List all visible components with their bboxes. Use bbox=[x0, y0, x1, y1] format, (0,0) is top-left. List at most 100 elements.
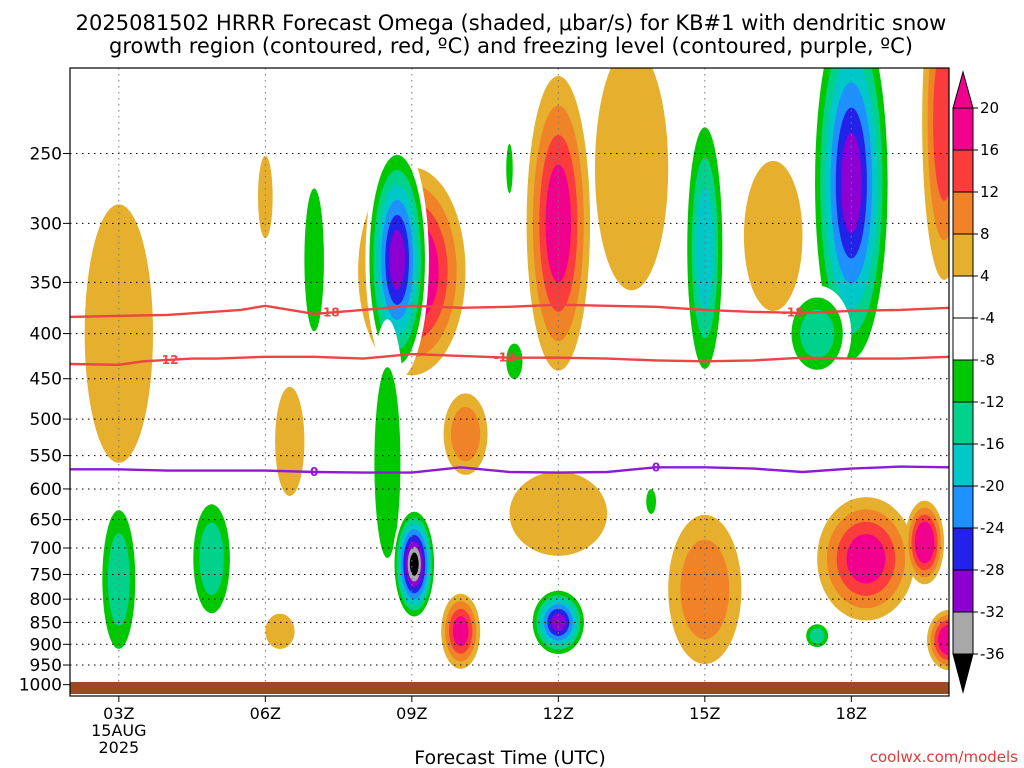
omega-cell-10 bbox=[258, 155, 273, 239]
colorbar-box bbox=[952, 527, 974, 571]
y-tick-label: 750 bbox=[30, 565, 62, 585]
contour-label: -18 bbox=[318, 306, 340, 320]
omega-shade-level bbox=[304, 188, 324, 332]
contour-label: -12 bbox=[157, 353, 179, 367]
x-year-label: 2025 bbox=[98, 738, 139, 757]
omega-cell-11 bbox=[275, 386, 305, 497]
omega-shade-level bbox=[918, 528, 932, 557]
terrain-strip bbox=[70, 682, 949, 694]
colorbar-label: 20 bbox=[980, 99, 999, 117]
y-tick-label: 900 bbox=[30, 635, 62, 655]
colorbar-label: -20 bbox=[980, 477, 1005, 495]
colorbar-label: -4 bbox=[980, 309, 995, 327]
colorbar-label: -32 bbox=[980, 603, 1005, 621]
x-tick-label: 06Z bbox=[250, 704, 281, 723]
colorbar-box bbox=[952, 569, 974, 613]
colorbar-label: 16 bbox=[980, 141, 999, 159]
omega-cell-5 bbox=[817, 497, 915, 621]
omega-cell-2 bbox=[922, 68, 949, 280]
contour-label: -12 bbox=[494, 351, 516, 365]
omega-cell-28 bbox=[643, 482, 659, 521]
colorbar-box bbox=[952, 359, 974, 403]
omega-cell-29 bbox=[802, 620, 832, 651]
credit-text: coolwx.com/models bbox=[870, 748, 1018, 766]
x-tick-label: 09Z bbox=[396, 704, 427, 723]
colorbar-box bbox=[952, 107, 974, 151]
colorbar-box bbox=[952, 149, 974, 193]
omega-shade-level bbox=[409, 552, 419, 576]
omega-cell-18 bbox=[392, 505, 437, 623]
omega-cell-21 bbox=[529, 586, 588, 659]
colorbar-label: -36 bbox=[980, 645, 1005, 663]
colorbar-label: -16 bbox=[980, 435, 1005, 453]
omega-shade-level bbox=[389, 229, 406, 290]
chart-title-line1: 2025081502 HRRR Forecast Omega (shaded, … bbox=[76, 11, 947, 35]
omega-shade-level bbox=[506, 143, 513, 194]
omega-cell-26 bbox=[502, 334, 527, 389]
plot-frame bbox=[69, 67, 950, 697]
omega-shade-level bbox=[545, 164, 572, 283]
chart-title-line2: growth region (contoured, red, ºC) and f… bbox=[109, 34, 913, 58]
omega-cell-12 bbox=[265, 613, 295, 649]
colorbar-label: -28 bbox=[980, 561, 1005, 579]
colorbar-label: 12 bbox=[980, 183, 999, 201]
omega-cell-3 bbox=[443, 393, 488, 475]
colorbar-label: -24 bbox=[980, 519, 1005, 537]
omega-shade-level bbox=[800, 309, 835, 358]
y-tick-label: 500 bbox=[30, 410, 62, 430]
omega-cell-20 bbox=[187, 486, 237, 632]
y-tick-label: 400 bbox=[30, 325, 62, 345]
omega-shade-level bbox=[594, 68, 669, 291]
omega-cell-7 bbox=[927, 609, 949, 671]
y-tick-label: 650 bbox=[30, 511, 62, 531]
y-tick-label: 950 bbox=[30, 656, 62, 676]
colorbar-label: -12 bbox=[980, 393, 1005, 411]
colorbar-label: 4 bbox=[980, 267, 990, 285]
omega-shade-level bbox=[509, 471, 608, 556]
omega-cell-15 bbox=[743, 160, 803, 312]
omega-cell-4 bbox=[441, 593, 481, 669]
y-tick-label: 550 bbox=[30, 447, 62, 467]
omega-shade-level bbox=[107, 533, 130, 626]
contour-line bbox=[70, 465, 949, 474]
y-tick-label: 300 bbox=[30, 214, 62, 234]
x-tick-label: 15Z bbox=[689, 704, 720, 723]
omega-cell-27 bbox=[504, 131, 515, 206]
contour-line bbox=[70, 352, 949, 367]
colorbar: -36 -32 -28 -24 -20 -16 -12 -8 -4 4 8 12 16 20 bbox=[952, 70, 1005, 694]
omega-shade-level bbox=[941, 629, 949, 651]
omega-shade-level bbox=[450, 406, 481, 462]
omega-cell-22 bbox=[299, 152, 329, 368]
y-tick-label: 600 bbox=[30, 480, 62, 500]
y-tick-label: 250 bbox=[30, 144, 62, 164]
x-axis-label: Forecast Time (UTC) bbox=[414, 747, 605, 768]
grid bbox=[70, 68, 949, 696]
omega-shade-level bbox=[265, 613, 295, 649]
omega-cell-8 bbox=[668, 514, 742, 665]
omega-shade-level bbox=[506, 343, 523, 380]
colorbar-box bbox=[952, 401, 974, 445]
y-tick-label: 1000 bbox=[19, 676, 62, 696]
omega-shade-level bbox=[199, 522, 224, 596]
contour-label: 0 bbox=[652, 460, 660, 474]
colorbar-box bbox=[952, 233, 974, 277]
colorbar-box bbox=[952, 443, 974, 487]
omega-cell-13 bbox=[509, 471, 608, 556]
omega-shade-level bbox=[809, 628, 825, 644]
y-tick-label: 850 bbox=[30, 613, 62, 633]
contour-line bbox=[70, 303, 949, 319]
omega-cell-25 bbox=[782, 285, 852, 382]
omega-shade-level bbox=[646, 489, 656, 514]
omega-shade-level bbox=[374, 367, 401, 558]
colorbar-box bbox=[952, 191, 974, 235]
omega-cell-14 bbox=[594, 68, 669, 291]
y-tick-label: 350 bbox=[30, 273, 62, 293]
y-tick-label: 700 bbox=[30, 539, 62, 559]
pressure-axis: 2503003504004505005506006507007508008509… bbox=[19, 144, 70, 696]
x-tick-label: 18Z bbox=[836, 704, 867, 723]
omega-cell-16 bbox=[365, 140, 429, 380]
colorbar-box bbox=[952, 275, 974, 319]
y-tick-label: 450 bbox=[30, 370, 62, 390]
omega-cell-6 bbox=[905, 500, 945, 585]
